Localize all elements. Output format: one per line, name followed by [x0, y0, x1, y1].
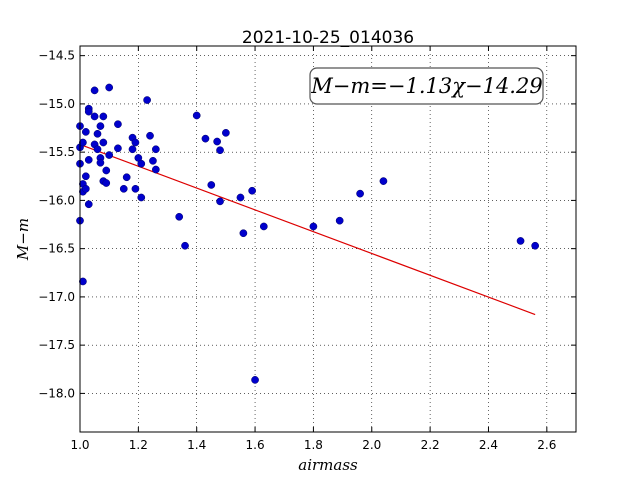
data-point	[81, 172, 90, 181]
data-point	[81, 128, 90, 136]
data-point	[137, 159, 146, 168]
y-tick-label: −17.5	[38, 338, 75, 352]
data-point	[114, 144, 122, 153]
data-point	[102, 179, 111, 187]
fit-line	[82, 144, 536, 316]
data-point	[516, 237, 525, 245]
x-axis-label: airmass	[298, 456, 358, 474]
data-point	[79, 138, 87, 147]
data-point	[207, 181, 216, 189]
data-point	[236, 193, 245, 202]
data-point	[149, 156, 157, 165]
x-tick-label: 1.0	[70, 438, 89, 452]
data-point	[259, 222, 268, 231]
data-point	[213, 137, 221, 146]
data-point	[93, 129, 102, 138]
x-axis-ticks: 1.0 1.2 1.4 1.6 1.8 2.0 2.2 2.4 2.6	[70, 46, 556, 452]
data-point	[175, 212, 184, 221]
data-point	[251, 376, 259, 384]
data-point	[192, 111, 201, 120]
data-point	[335, 216, 344, 225]
data-point	[119, 184, 128, 193]
y-tick-label: −16.0	[38, 193, 75, 207]
chart-title: 2021-10-25_014036	[242, 28, 414, 48]
data-points	[76, 83, 540, 384]
data-point	[143, 96, 151, 104]
data-point	[102, 166, 111, 175]
data-point	[152, 145, 160, 154]
x-tick-label: 1.6	[246, 438, 265, 452]
fit-equation: M−m=−1.13χ−14.29	[310, 74, 542, 98]
data-point	[128, 145, 137, 154]
annotation-box	[309, 67, 544, 105]
data-point	[122, 173, 131, 182]
y-tick-label: −15.5	[38, 145, 75, 159]
fit-line-group	[82, 144, 536, 316]
data-point	[84, 107, 93, 116]
x-tick-label: 2.6	[537, 438, 556, 452]
data-point	[84, 200, 93, 209]
data-point	[356, 189, 364, 198]
y-tick-label: −14.5	[38, 49, 75, 63]
data-point	[96, 158, 105, 167]
data-point	[90, 112, 99, 121]
data-point	[96, 122, 105, 130]
data-point	[216, 146, 224, 155]
data-point	[181, 241, 189, 250]
x-tick-label: 1.4	[187, 438, 206, 452]
data-point	[79, 277, 87, 286]
data-point	[81, 184, 90, 193]
data-point	[90, 86, 99, 95]
x-tick-label: 2.4	[479, 438, 498, 452]
data-point	[99, 138, 108, 147]
y-tick-label: −15.0	[38, 97, 75, 111]
x-tick-label: 1.8	[304, 438, 323, 452]
data-point	[84, 156, 93, 164]
data-point	[99, 112, 108, 121]
data-point	[114, 120, 122, 129]
x-tick-label: 2.0	[362, 438, 381, 452]
grid	[79, 46, 576, 432]
data-point	[131, 138, 140, 147]
y-tick-label: −18.0	[38, 386, 75, 400]
data-point	[201, 134, 210, 143]
data-point	[379, 177, 388, 185]
data-point	[105, 83, 114, 92]
data-point	[105, 151, 114, 159]
y-axis-ticks: −14.5 −15.0 −15.5 −16.0 −16.5 −17.0 −17.5 −18.0	[38, 49, 576, 400]
y-tick-label: −16.5	[38, 242, 75, 256]
data-point	[531, 241, 540, 250]
data-point	[239, 229, 248, 238]
data-point	[93, 145, 102, 154]
data-point	[131, 184, 140, 193]
data-point	[152, 165, 160, 174]
x-tick-label: 1.2	[129, 438, 148, 452]
data-point	[309, 222, 318, 231]
data-point	[137, 193, 146, 202]
data-point	[222, 129, 230, 137]
data-point	[146, 131, 154, 140]
data-point	[248, 186, 256, 195]
y-axis-label: M−m	[14, 218, 32, 261]
x-tick-label: 2.2	[421, 438, 440, 452]
data-point	[216, 197, 224, 206]
plot-frame	[79, 45, 577, 433]
y-tick-label: −17.0	[38, 290, 75, 304]
